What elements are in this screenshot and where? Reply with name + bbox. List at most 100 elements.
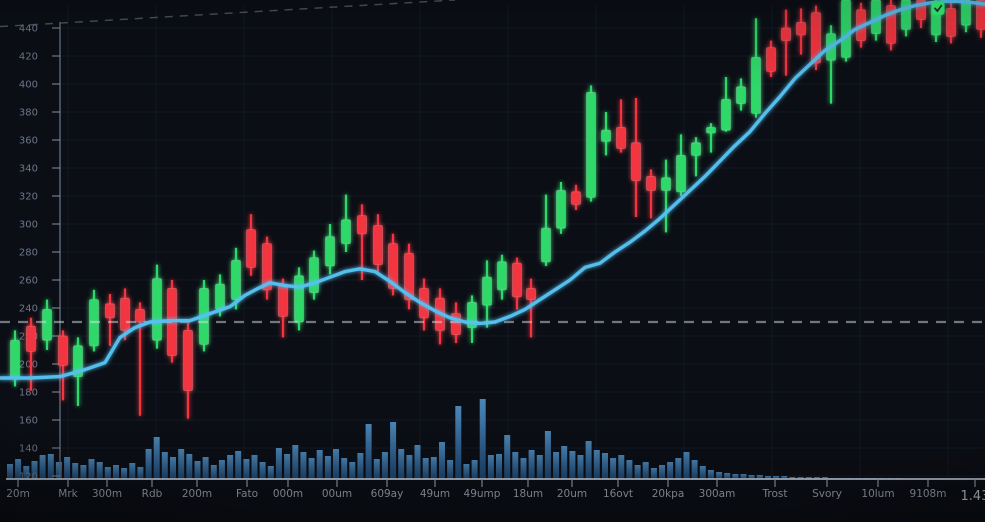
volume-bar xyxy=(667,462,674,479)
x-tick-label: 20m xyxy=(6,488,30,500)
candle-body xyxy=(646,175,656,191)
volume-bar xyxy=(80,465,87,479)
candle-bull[interactable] xyxy=(736,78,746,111)
y-tick-label: 260 xyxy=(19,276,38,287)
y-tick-label: 180 xyxy=(19,388,38,399)
volume-bar xyxy=(479,399,486,479)
candle-body xyxy=(325,236,335,267)
volume-bar xyxy=(496,454,502,479)
candle-bear[interactable] xyxy=(135,302,145,416)
signal-marker-icon[interactable] xyxy=(931,1,945,15)
volume-bar xyxy=(137,467,144,479)
candle-bull[interactable] xyxy=(497,254,507,300)
candle-bear[interactable] xyxy=(512,257,522,310)
candle-body xyxy=(309,257,319,294)
candle-body xyxy=(736,86,746,105)
volume-bar xyxy=(186,454,193,479)
volume-bar xyxy=(324,456,331,479)
candle-body xyxy=(556,189,566,229)
candle-bear[interactable] xyxy=(404,243,414,310)
volume-bar xyxy=(96,462,103,479)
candle-bull[interactable] xyxy=(42,299,52,350)
volume-bar xyxy=(602,453,608,479)
volume-bar xyxy=(406,455,413,479)
candle-bear[interactable] xyxy=(262,236,272,300)
candle-body xyxy=(10,339,20,379)
x-tick-label: Rdb xyxy=(142,488,163,500)
candle-bull[interactable] xyxy=(152,264,162,349)
candle-bear[interactable] xyxy=(246,214,256,276)
candle-bull[interactable] xyxy=(961,0,971,33)
y-axis: 4404204003803603403203002802602402202001… xyxy=(19,22,61,483)
volume-bar xyxy=(561,446,568,479)
candle-body xyxy=(451,313,461,336)
candle-bull[interactable] xyxy=(325,224,335,275)
candle-bull[interactable] xyxy=(482,260,492,328)
x-tick-label: Trost xyxy=(762,488,788,500)
candle-bear[interactable] xyxy=(766,40,776,77)
y-tick-label: 320 xyxy=(19,192,38,203)
candle-body xyxy=(152,278,162,341)
candle-bull[interactable] xyxy=(826,25,836,104)
volume-bar xyxy=(430,457,437,479)
candle-bear[interactable] xyxy=(183,323,193,419)
volume-bar xyxy=(504,435,511,479)
candle-body xyxy=(706,127,716,134)
candle-bull[interactable] xyxy=(901,0,911,37)
candle-bear[interactable] xyxy=(646,169,656,219)
candle-bull[interactable] xyxy=(751,18,761,118)
candle-body xyxy=(231,259,241,300)
volume-bar xyxy=(707,470,714,479)
candle-bull[interactable] xyxy=(556,182,566,234)
candle-bear[interactable] xyxy=(796,8,806,55)
volume-bar xyxy=(642,462,649,479)
candle-bull[interactable] xyxy=(841,0,851,62)
candle-bull[interactable] xyxy=(721,77,731,132)
volume-bar xyxy=(47,454,54,479)
candle-body xyxy=(105,303,115,319)
candle-bear[interactable] xyxy=(571,184,581,210)
candle-body xyxy=(841,0,851,58)
volume-bar xyxy=(544,431,551,479)
volume-bar xyxy=(7,464,13,479)
candle-bull[interactable] xyxy=(706,123,716,153)
volume-bar xyxy=(316,450,323,479)
candle-bear[interactable] xyxy=(631,98,641,217)
volume-bar xyxy=(121,468,128,479)
candle-bear[interactable] xyxy=(373,214,383,272)
candle-bear[interactable] xyxy=(781,9,791,76)
volume-bar xyxy=(512,452,519,479)
candle-bear[interactable] xyxy=(616,99,626,153)
candle-bull[interactable] xyxy=(586,85,596,202)
candle-bear[interactable] xyxy=(105,294,115,346)
volume-bar xyxy=(88,459,95,479)
volume-bar xyxy=(161,452,168,479)
candle-bull[interactable] xyxy=(89,289,99,352)
candle-body xyxy=(120,297,130,331)
candle-body xyxy=(42,308,52,341)
candle-bull[interactable] xyxy=(309,250,319,300)
x-tick-label: Svory xyxy=(812,488,842,500)
volume-bar xyxy=(520,458,527,479)
volume-bar xyxy=(553,452,560,479)
y-tick-label: 440 xyxy=(19,24,38,35)
candle-body xyxy=(357,215,367,235)
candle-body xyxy=(183,329,193,391)
candle-bear[interactable] xyxy=(886,0,896,51)
volume-bar xyxy=(39,455,46,479)
volume-bar xyxy=(178,449,185,479)
volume-bar xyxy=(618,455,625,479)
candle-bull[interactable] xyxy=(601,112,611,156)
volume-bar xyxy=(341,458,348,479)
volume-bar xyxy=(284,454,291,479)
candles-layer xyxy=(10,0,985,419)
candle-bull[interactable] xyxy=(341,194,351,252)
x-tick-label: 00um xyxy=(322,488,352,500)
candle-bull[interactable] xyxy=(691,137,701,177)
volume-bar xyxy=(569,451,576,479)
candle-bull[interactable] xyxy=(541,194,551,266)
candle-body xyxy=(661,177,671,191)
y-tick-label: 300 xyxy=(19,220,38,231)
candle-bear[interactable] xyxy=(278,278,288,338)
